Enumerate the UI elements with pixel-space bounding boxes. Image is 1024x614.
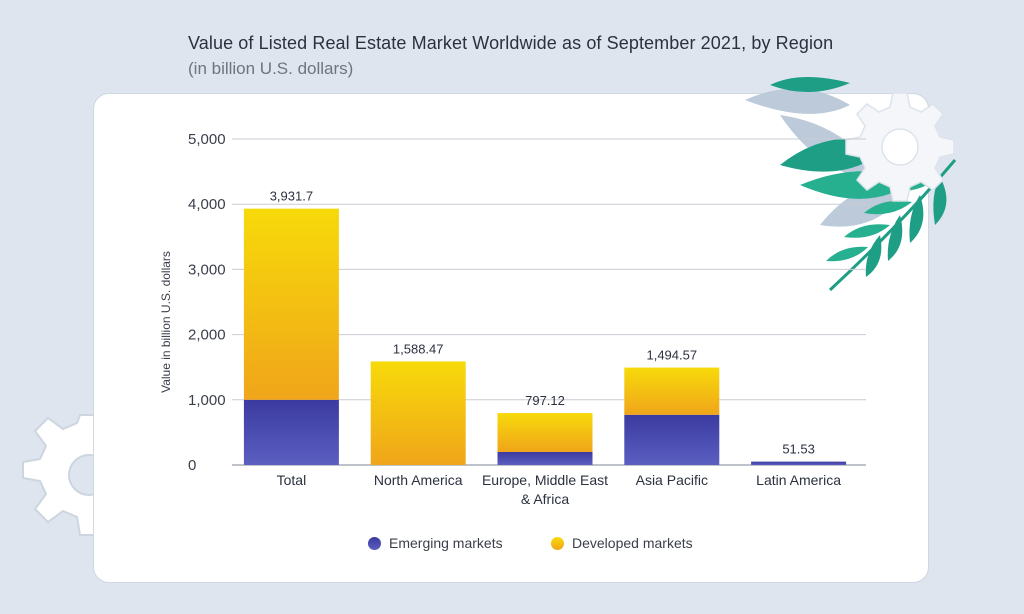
y-tick-label: 3,000 <box>188 261 226 278</box>
chart-card <box>93 93 929 583</box>
y-tick-label: 0 <box>188 457 196 474</box>
x-tick-label-line: & Africa <box>521 491 569 507</box>
leaf-decoration-icon <box>745 76 957 292</box>
legend-developed-label: Developed markets <box>572 535 693 551</box>
gear-icon <box>845 92 955 202</box>
y-axis-label: Value in billion U.S. dollars <box>159 251 173 393</box>
x-tick-label: Latin America <box>756 472 841 488</box>
data-label: 3,931.7 <box>270 189 313 204</box>
legend-emerging-label: Emerging markets <box>389 535 503 551</box>
y-tick-label: 4,000 <box>188 196 226 213</box>
bar-emerging <box>624 414 720 465</box>
x-tick-label-line: North America <box>374 472 463 488</box>
y-tick-label: 1,000 <box>188 392 226 409</box>
data-label: 1,588.47 <box>393 341 444 356</box>
y-tick-label: 5,000 <box>188 131 226 148</box>
x-tick-label-line: Latin America <box>756 472 841 488</box>
bar-developed <box>497 413 593 452</box>
x-tick-label-line: Total <box>277 472 307 488</box>
x-tick-label: Total <box>277 472 307 488</box>
legend-developed: Developed markets <box>551 535 693 551</box>
x-tick-label: Asia Pacific <box>636 472 708 488</box>
y-tick-label: 2,000 <box>188 327 226 344</box>
x-tick-label-line: Asia Pacific <box>636 472 708 488</box>
legend-developed-swatch <box>551 536 564 550</box>
bar-developed <box>243 208 339 400</box>
bar-developed <box>624 367 720 415</box>
chart-subtitle: (in billion U.S. dollars) <box>188 59 354 78</box>
x-tick-label: North America <box>374 472 463 488</box>
data-label: 797.12 <box>525 393 565 408</box>
bar-emerging <box>751 461 847 465</box>
bar-emerging <box>497 451 593 465</box>
x-tick-label: Europe, Middle East & Africa <box>482 472 608 507</box>
legend-emerging: Emerging markets <box>368 535 503 551</box>
data-label: 1,494.57 <box>646 348 697 363</box>
data-label: 51.53 <box>782 442 815 457</box>
bar-developed <box>370 361 466 465</box>
x-tick-label-line: Europe, Middle East <box>482 472 608 488</box>
legend-emerging-swatch <box>368 536 381 550</box>
chart-title: Value of Listed Real Estate Market World… <box>188 33 834 53</box>
bar-emerging <box>243 399 339 465</box>
